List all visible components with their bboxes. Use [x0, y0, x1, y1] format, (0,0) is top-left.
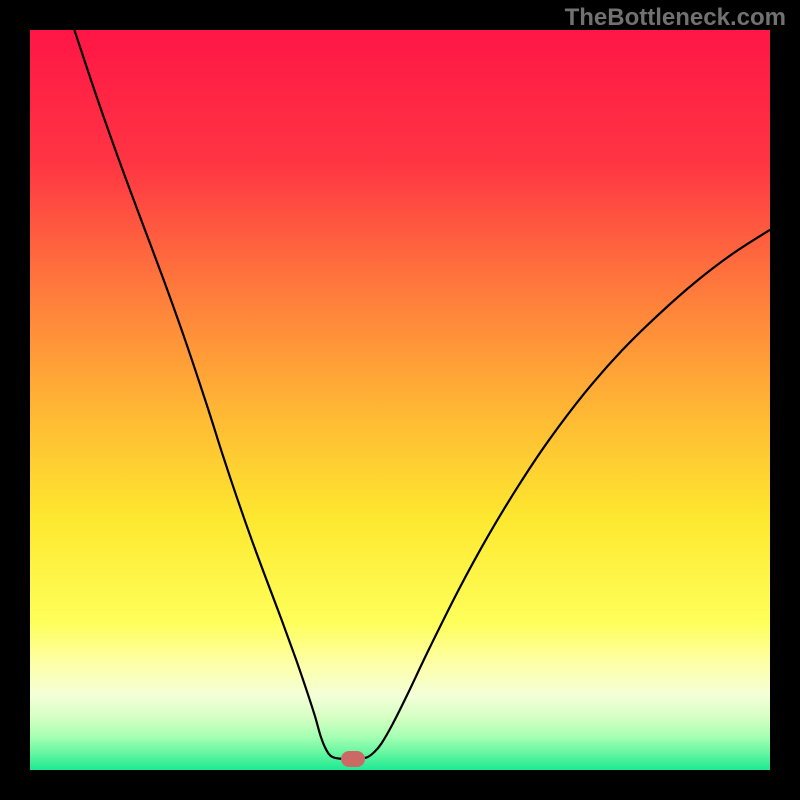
curve-left-branch — [74, 30, 355, 759]
optimal-point-marker — [341, 751, 365, 767]
watermark-text: TheBottleneck.com — [565, 4, 786, 32]
curve-right-branch — [356, 230, 770, 759]
bottleneck-curve — [30, 30, 770, 770]
chart-plot-area — [30, 30, 770, 770]
chart-container: TheBottleneck.com — [0, 0, 800, 800]
